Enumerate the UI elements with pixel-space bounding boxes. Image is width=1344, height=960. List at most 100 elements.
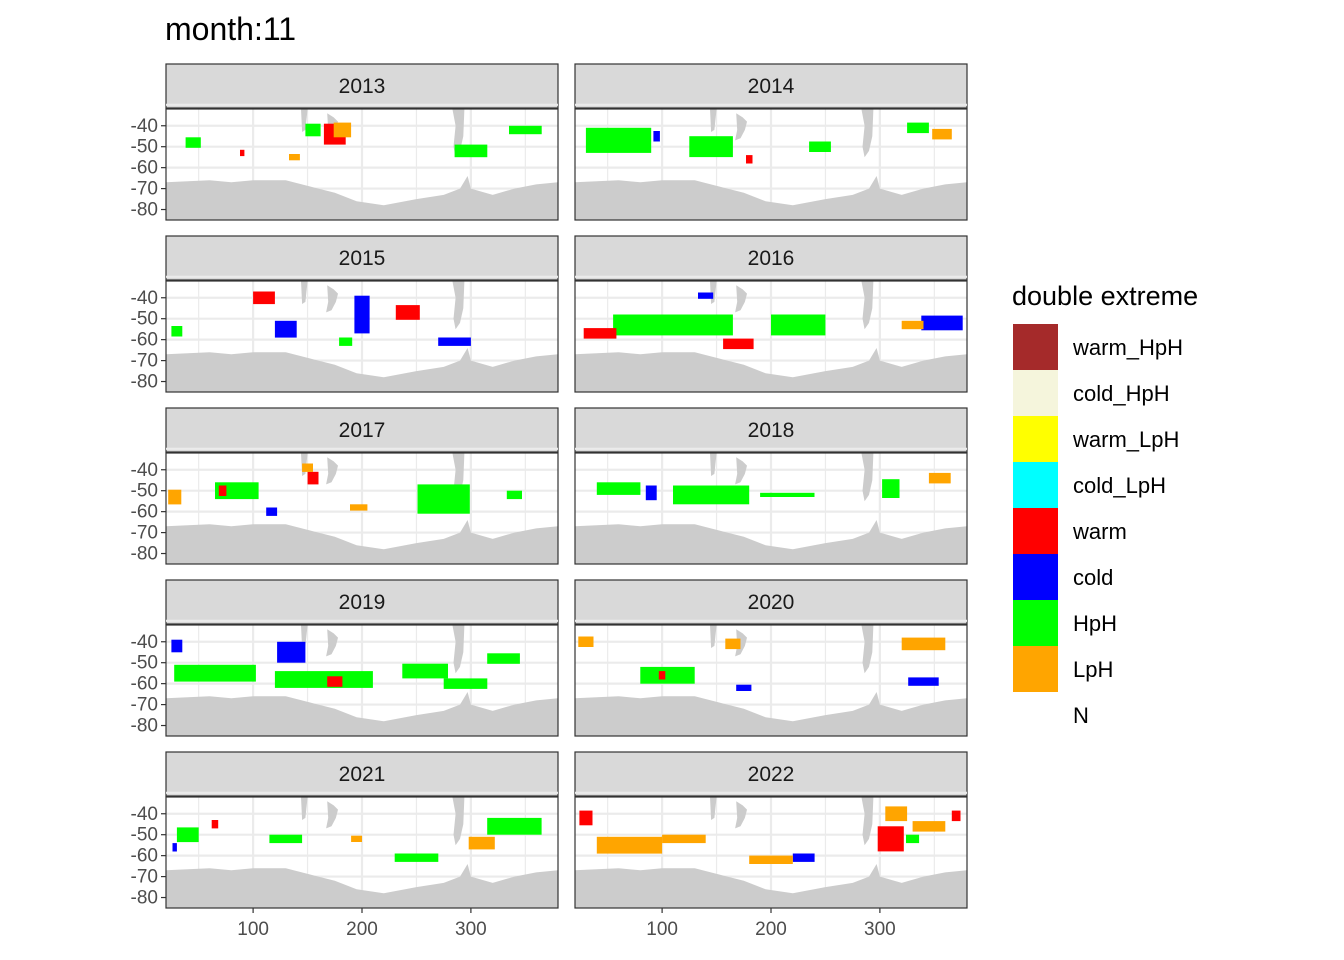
legend-swatch-cold bbox=[1013, 554, 1058, 600]
facet-2014: 2014 bbox=[574, 63, 968, 221]
facet-strip-label: 2021 bbox=[339, 763, 386, 786]
south-america-land bbox=[452, 281, 465, 330]
tasmania-land bbox=[301, 797, 308, 820]
facet-strip-label: 2019 bbox=[339, 591, 386, 614]
facet-2015: 2015 -40-50-60-70-80 bbox=[131, 235, 559, 393]
extreme-cell-cold bbox=[921, 315, 963, 331]
facet-strip-label: 2014 bbox=[748, 75, 795, 98]
extreme-cell-LpH bbox=[749, 855, 793, 864]
y-tick-label: -80 bbox=[131, 888, 158, 909]
antarctica-land bbox=[166, 348, 558, 392]
extreme-cell-HpH bbox=[176, 827, 199, 843]
south-america-land bbox=[861, 109, 874, 158]
extreme-cell-cold bbox=[266, 507, 278, 516]
y-tick-label: -60 bbox=[131, 674, 158, 695]
extreme-cell-HpH bbox=[689, 136, 733, 158]
facet-strip bbox=[574, 579, 968, 625]
new-zealand-land bbox=[735, 113, 747, 141]
panel-border bbox=[574, 108, 968, 221]
x-tick-label: 100 bbox=[237, 919, 269, 940]
extreme-cell-HpH bbox=[305, 123, 321, 137]
legend-swatch-N bbox=[1013, 692, 1058, 738]
extreme-cell-HpH bbox=[417, 484, 470, 514]
facet-strip-label: 2022 bbox=[748, 763, 795, 786]
y-tick-label: -70 bbox=[131, 695, 158, 716]
facet-2018: 2018 bbox=[574, 407, 968, 565]
tasmania-land bbox=[710, 109, 717, 132]
south-america-land bbox=[861, 625, 874, 674]
legend-label-cold_HpH: cold_HpH bbox=[1073, 381, 1170, 406]
panel-border bbox=[165, 280, 559, 393]
facet-strip bbox=[165, 63, 559, 109]
extreme-cell-HpH bbox=[487, 817, 542, 835]
legend-title: double extreme bbox=[1012, 281, 1198, 311]
facet-strip-label: 2016 bbox=[748, 247, 795, 270]
facet-strip-label: 2015 bbox=[339, 247, 386, 270]
new-zealand-land bbox=[326, 285, 338, 313]
extreme-cell-LpH bbox=[351, 835, 362, 842]
y-tick-label: -80 bbox=[131, 716, 158, 737]
y-tick-label: -40 bbox=[131, 632, 158, 653]
new-zealand-land bbox=[735, 285, 747, 313]
facet-2020: 2020 bbox=[574, 579, 968, 737]
south-america-land bbox=[452, 625, 465, 674]
new-zealand-land bbox=[326, 629, 338, 657]
extreme-cell-HpH bbox=[394, 853, 439, 862]
extreme-cell-LpH bbox=[350, 504, 368, 511]
facet-panels: 2013-40-50-60-70-8020142015-40-50-60-70-… bbox=[131, 63, 968, 909]
facet-strip bbox=[574, 751, 968, 797]
antarctica-land bbox=[575, 348, 967, 392]
facet-strip bbox=[574, 63, 968, 109]
extreme-cell-HpH bbox=[760, 492, 815, 497]
facet-strip-label: 2020 bbox=[748, 591, 795, 614]
extreme-cell-cold bbox=[274, 320, 297, 338]
extreme-cell-warm bbox=[951, 810, 961, 822]
extreme-cell-warm bbox=[658, 671, 666, 680]
chart-title: month:11 bbox=[165, 11, 296, 47]
extreme-cell-cold bbox=[645, 485, 657, 501]
facet-strip-label: 2013 bbox=[339, 75, 386, 98]
facet-strip bbox=[165, 235, 559, 281]
legend-swatch-cold_LpH bbox=[1013, 462, 1058, 508]
extreme-cell-HpH bbox=[906, 834, 920, 844]
y-tick-label: -40 bbox=[131, 288, 158, 309]
legend-swatch-warm_LpH bbox=[1013, 416, 1058, 462]
extreme-cell-LpH bbox=[725, 638, 741, 650]
y-tick-label: -50 bbox=[131, 825, 158, 846]
y-tick-label: -80 bbox=[131, 372, 158, 393]
x-tick-label: 300 bbox=[455, 919, 487, 940]
facet-strip-label: 2018 bbox=[748, 419, 795, 442]
x-tick-label: 300 bbox=[864, 919, 896, 940]
extreme-cell-LpH bbox=[289, 154, 300, 161]
extreme-cell-HpH bbox=[443, 678, 488, 689]
extreme-cell-HpH bbox=[487, 653, 520, 664]
extreme-cell-warm bbox=[218, 485, 227, 496]
x-tick-label: 100 bbox=[646, 919, 678, 940]
y-tick-label: -40 bbox=[131, 804, 158, 825]
south-america-land bbox=[861, 281, 874, 330]
new-zealand-land bbox=[735, 457, 747, 485]
extreme-cell-cold bbox=[698, 292, 714, 299]
panel-border bbox=[574, 624, 968, 737]
x-tick-label: 200 bbox=[346, 919, 378, 940]
extreme-cell-LpH bbox=[912, 821, 946, 832]
extreme-cell-HpH bbox=[402, 663, 448, 679]
new-zealand-land bbox=[326, 457, 338, 485]
extreme-cell-warm bbox=[307, 471, 319, 485]
extreme-cell-LpH bbox=[333, 122, 352, 138]
extreme-cell-warm bbox=[253, 291, 275, 305]
tasmania-land bbox=[710, 453, 717, 476]
facet-strip bbox=[165, 407, 559, 453]
extreme-cell-HpH bbox=[771, 314, 826, 336]
facet-strip bbox=[165, 579, 559, 625]
x-tick-label: 200 bbox=[755, 919, 787, 940]
new-zealand-land bbox=[735, 801, 747, 829]
y-tick-label: -80 bbox=[131, 200, 158, 221]
extreme-cell-cold bbox=[171, 639, 183, 653]
extreme-cell-HpH bbox=[274, 671, 373, 688]
y-tick-label: -60 bbox=[131, 502, 158, 523]
facet-2019: 2019 -40-50-60-70-80 bbox=[131, 579, 559, 737]
legend-swatch-LpH bbox=[1013, 646, 1058, 692]
extreme-cell-HpH bbox=[509, 125, 542, 135]
